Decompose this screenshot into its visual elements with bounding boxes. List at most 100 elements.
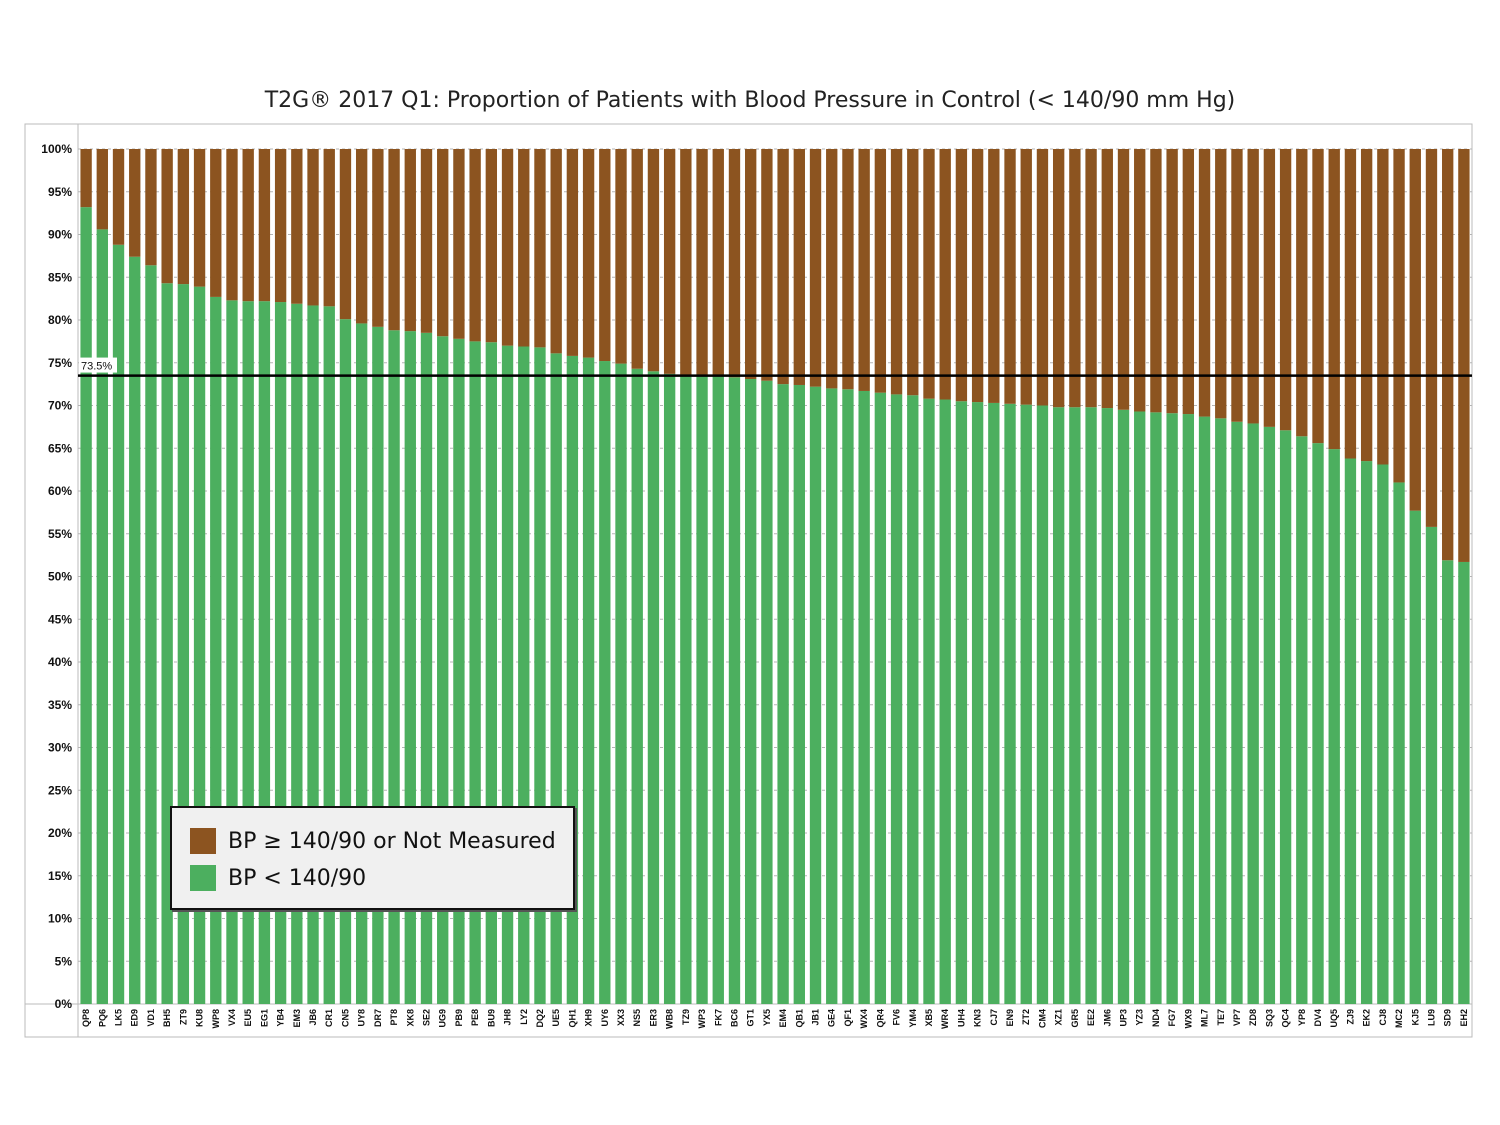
reference-line-group: 73.5%	[78, 357, 1472, 377]
legend-item-uncontrolled: BP ≥ 140/90 or Not Measured	[190, 828, 573, 854]
x-tick-label: JH8	[503, 1009, 513, 1026]
bar-uncontrolled	[177, 149, 190, 285]
x-tick-label: DR7	[373, 1009, 383, 1027]
x-tick-label: CM4	[1037, 1009, 1047, 1028]
x-tick-label: QC4	[1281, 1009, 1291, 1028]
x-tick-label: QP8	[81, 1009, 91, 1027]
bar-uncontrolled	[631, 149, 643, 369]
bar-uncontrolled	[647, 149, 660, 372]
bar-uncontrolled	[728, 149, 741, 378]
bar-controlled	[988, 402, 1000, 1004]
bar-controlled	[1279, 430, 1292, 1004]
bar-uncontrolled	[1360, 149, 1373, 462]
x-tick-label: KJ5	[1410, 1009, 1420, 1026]
x-tick-label: ZJ9	[1345, 1009, 1355, 1025]
x-tick-label: ML7	[1200, 1009, 1210, 1027]
bar-uncontrolled	[1215, 149, 1227, 419]
bar-uncontrolled	[1312, 149, 1324, 444]
bar-uncontrolled	[615, 149, 627, 364]
bar-uncontrolled	[680, 149, 692, 375]
bar-controlled	[274, 302, 287, 1004]
x-tick-label: CR1	[324, 1009, 334, 1027]
x-tick-label: FV6	[892, 1009, 902, 1026]
y-tick-label: 65%	[48, 441, 72, 455]
bar-uncontrolled	[696, 149, 708, 377]
bar-controlled	[1069, 407, 1081, 1005]
bar-controlled	[1263, 426, 1276, 1004]
bar-uncontrolled	[745, 149, 757, 379]
bar-uncontrolled	[1425, 149, 1438, 527]
bar-controlled	[826, 388, 838, 1004]
bar-uncontrolled	[307, 149, 319, 306]
bar-controlled	[1198, 416, 1211, 1004]
bar-controlled	[874, 392, 887, 1004]
bar-controlled	[291, 303, 303, 1004]
x-tick-label: QF1	[843, 1009, 853, 1027]
y-tick-label: 40%	[48, 655, 72, 669]
x-tick-label: CJ8	[1378, 1009, 1388, 1026]
bar-controlled	[971, 402, 984, 1005]
x-tick-label: NS5	[632, 1009, 642, 1027]
bar-controlled	[663, 373, 676, 1004]
bar-controlled	[112, 244, 125, 1004]
bar-uncontrolled	[1247, 149, 1259, 424]
x-tick-label: GT1	[746, 1009, 756, 1027]
y-tick-label: 100%	[41, 142, 72, 156]
bar-controlled	[420, 332, 433, 1004]
y-tick-label: 50%	[48, 570, 72, 584]
bar-uncontrolled	[923, 149, 935, 399]
bar-uncontrolled	[534, 149, 546, 348]
bars	[80, 149, 1470, 1005]
bar-controlled	[582, 357, 595, 1004]
bar-uncontrolled	[826, 149, 838, 389]
legend: BP ≥ 140/90 or Not Measured BP < 140/90	[170, 806, 575, 910]
bar-uncontrolled	[453, 149, 465, 339]
x-tick-label: SE2	[422, 1009, 432, 1026]
bar-uncontrolled	[258, 149, 271, 302]
bar-uncontrolled	[890, 149, 903, 395]
bar-controlled	[437, 336, 449, 1004]
y-tick-label: 15%	[48, 869, 72, 883]
bar-controlled	[923, 398, 935, 1004]
bar-controlled	[777, 384, 789, 1004]
x-tick-label: UE5	[551, 1009, 561, 1027]
x-tick-label: UG9	[438, 1009, 448, 1028]
x-tick-label: XB5	[924, 1009, 934, 1027]
bar-uncontrolled	[1052, 149, 1065, 408]
y-tick-label: 25%	[48, 783, 72, 797]
bar-controlled	[793, 384, 805, 1005]
x-tick-label: FG7	[1167, 1009, 1177, 1027]
x-tick-label: ND4	[1151, 1009, 1161, 1027]
x-tick-label: TZ9	[681, 1009, 691, 1025]
x-tick-label: SQ3	[1264, 1009, 1274, 1027]
x-tick-label: EN9	[1005, 1009, 1015, 1027]
bar-uncontrolled	[485, 149, 498, 343]
bar-uncontrolled	[1020, 149, 1032, 405]
x-tick-label: BH5	[162, 1009, 172, 1027]
bar-controlled	[842, 389, 854, 1004]
y-tick-label: 20%	[48, 826, 72, 840]
y-axis-ticks: 0% 5% 10% 15% 20% 25% 30% 35% 40% 45% 50% 55% 60% 65%…	[41, 142, 72, 1011]
y-tick-label: 85%	[48, 270, 72, 284]
x-tick-label: JB1	[811, 1009, 821, 1026]
bar-uncontrolled	[1182, 149, 1195, 415]
bar-uncontrolled	[193, 149, 206, 287]
bar-uncontrolled	[1085, 149, 1097, 408]
bar-uncontrolled	[1166, 149, 1178, 414]
bar-uncontrolled	[550, 149, 562, 354]
bar-controlled	[1150, 412, 1162, 1005]
bar-controlled	[550, 353, 562, 1005]
bar-controlled	[1101, 408, 1113, 1004]
x-tick-label: UY6	[600, 1009, 610, 1027]
x-tick-label: ED9	[130, 1009, 140, 1027]
bar-controlled	[96, 229, 108, 1004]
reference-label-bg	[79, 357, 117, 373]
bar-uncontrolled	[599, 149, 611, 362]
bar-controlled	[129, 256, 141, 1005]
bar-controlled	[1377, 464, 1389, 1004]
bar-controlled	[939, 399, 951, 1004]
x-tick-label: YX5	[762, 1009, 772, 1026]
bar-controlled	[1328, 449, 1340, 1005]
x-tick-label: CJ7	[989, 1009, 999, 1026]
bar-controlled	[1296, 436, 1308, 1004]
